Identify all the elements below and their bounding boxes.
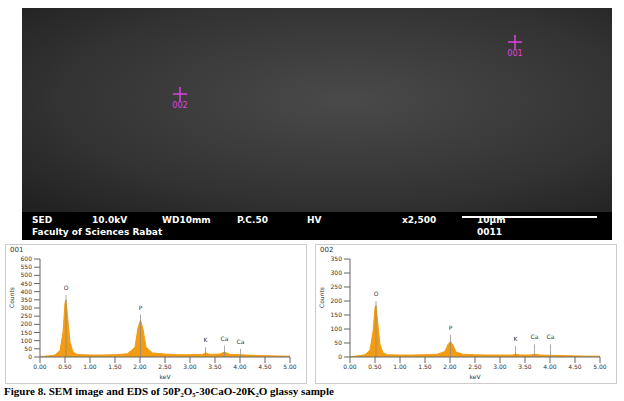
svg-text:2.00: 2.00 — [133, 363, 147, 370]
svg-text:350: 350 — [331, 255, 343, 262]
svg-text:Ca: Ca — [547, 333, 555, 340]
svg-text:0.50: 0.50 — [368, 363, 382, 370]
svg-text:1.00: 1.00 — [83, 363, 97, 370]
svg-text:3.00: 3.00 — [493, 363, 507, 370]
svg-text:300: 300 — [331, 269, 343, 276]
svg-text:50: 50 — [334, 339, 342, 346]
svg-text:3.50: 3.50 — [208, 363, 222, 370]
svg-text:100: 100 — [331, 325, 343, 332]
svg-text:P: P — [449, 324, 453, 331]
svg-text:Ca: Ca — [221, 335, 229, 342]
svg-text:250: 250 — [331, 283, 343, 290]
svg-text:1.00: 1.00 — [393, 363, 407, 370]
svg-text:O: O — [374, 290, 379, 297]
svg-text:0.00: 0.00 — [343, 363, 357, 370]
svg-text:250: 250 — [21, 312, 33, 319]
svg-text:0: 0 — [338, 353, 342, 360]
svg-text:4.50: 4.50 — [568, 363, 582, 370]
svg-text:200: 200 — [331, 297, 343, 304]
svg-text:P: P — [139, 304, 143, 311]
svg-text:450: 450 — [21, 280, 33, 287]
svg-text:4.50: 4.50 — [258, 363, 272, 370]
svg-text:50: 50 — [24, 345, 32, 352]
svg-text:200: 200 — [21, 320, 33, 327]
svg-text:P.C.50: P.C.50 — [237, 215, 268, 225]
svg-text:Counts: Counts — [318, 287, 325, 308]
svg-text:3.00: 3.00 — [183, 363, 197, 370]
svg-text:O: O — [64, 284, 69, 291]
svg-text:600: 600 — [21, 255, 33, 262]
html-text:001: 001 — [10, 246, 24, 254]
svg-text:K: K — [204, 336, 209, 343]
svg-text:150: 150 — [331, 311, 343, 318]
svg-text:keV: keV — [159, 373, 171, 380]
svg-text:500: 500 — [21, 271, 33, 278]
svg-text:0.50: 0.50 — [58, 363, 72, 370]
svg-text:SED: SED — [32, 215, 52, 225]
svg-text:HV: HV — [307, 215, 322, 225]
svg-text:10.0kV: 10.0kV — [92, 215, 127, 225]
svg-text:400: 400 — [21, 288, 33, 295]
svg-text:150: 150 — [21, 329, 33, 336]
svg-text:WD10mm: WD10mm — [162, 215, 211, 225]
html-text:Figure 8. SEM image and EDS of: Figure 8. SEM image and EDS of 50P₂O₅-30… — [4, 385, 334, 397]
svg-text:1.50: 1.50 — [418, 363, 432, 370]
svg-text:4.00: 4.00 — [543, 363, 557, 370]
svg-text:0: 0 — [28, 353, 32, 360]
svg-text:550: 550 — [21, 263, 33, 270]
svg-text:Ca: Ca — [237, 338, 245, 345]
svg-text:2.50: 2.50 — [468, 363, 482, 370]
svg-text:100: 100 — [21, 337, 33, 344]
svg-text:2.00: 2.00 — [443, 363, 457, 370]
html-text:002: 002 — [320, 246, 334, 254]
svg-text:0011: 0011 — [477, 227, 502, 237]
svg-text:4.00: 4.00 — [233, 363, 247, 370]
svg-text:keV: keV — [469, 373, 481, 380]
svg-text:2.50: 2.50 — [158, 363, 172, 370]
svg-text:0.00: 0.00 — [33, 363, 47, 370]
svg-text:10μm: 10μm — [477, 215, 506, 225]
svg-text:350: 350 — [21, 296, 33, 303]
svg-text:300: 300 — [21, 304, 33, 311]
svg-text:1.50: 1.50 — [108, 363, 122, 370]
svg-text:5.00: 5.00 — [283, 363, 297, 370]
svg-text:Counts: Counts — [8, 287, 15, 308]
svg-text:002: 002 — [172, 101, 187, 110]
svg-text:K: K — [514, 335, 519, 342]
svg-text:Faculty of Sciences Rabat: Faculty of Sciences Rabat — [32, 227, 163, 237]
svg-text:Ca: Ca — [531, 333, 539, 340]
svg-text:3.50: 3.50 — [518, 363, 532, 370]
svg-text:001: 001 — [507, 49, 522, 58]
svg-text:5.00: 5.00 — [593, 363, 607, 370]
svg-text:x2,500: x2,500 — [402, 215, 436, 225]
